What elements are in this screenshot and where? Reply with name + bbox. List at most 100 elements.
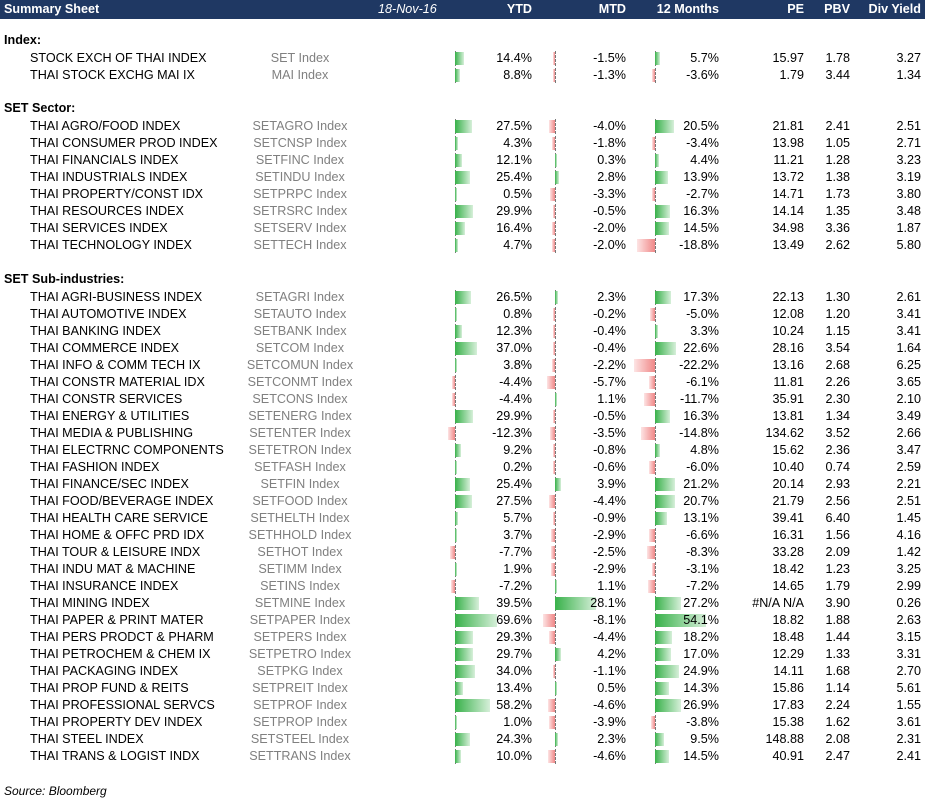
twelve-month-value: 4.4% <box>690 153 719 167</box>
table-row: THAI PROPERTY/CONST IDX SETPRPC Index 0.5%… <box>0 186 925 203</box>
m12-data-bar <box>655 222 669 235</box>
ytd-value: 29.3% <box>496 630 532 644</box>
mtd-value: 1.1% <box>597 392 626 406</box>
pe-value: 14.65 <box>772 579 804 593</box>
index-name: THAI CONSUMER PROD INDEX <box>30 136 218 150</box>
mtd-value: 3.9% <box>597 477 626 491</box>
div-yield-value: 3.49 <box>896 409 921 423</box>
pbv-value: 3.44 <box>825 68 850 82</box>
mtd-data-bar <box>553 308 555 321</box>
ytd-value: 4.3% <box>503 136 532 150</box>
index-name: THAI PAPER & PRINT MATER <box>30 613 204 627</box>
m12-data-bar <box>655 52 661 65</box>
pbv-value: 2.93 <box>825 477 850 491</box>
twelve-month-value: -6.6% <box>686 528 719 542</box>
index-name: THAI FOOD/BEVERAGE INDEX <box>30 494 214 508</box>
pe-value: 12.29 <box>772 647 804 661</box>
ticker-code: SETENTER Index <box>249 426 351 440</box>
col-header-12-months: 12 Months <box>656 2 719 16</box>
index-name: THAI PERS PRODCT & PHARM <box>30 630 214 644</box>
m12-data-bar <box>655 171 669 184</box>
div-yield-value: 2.59 <box>896 460 921 474</box>
ytd-value: 29.7% <box>496 647 532 661</box>
ticker-code: SETPROF Index <box>253 698 347 712</box>
mtd-data-bar <box>553 461 555 474</box>
pe-value: 22.13 <box>772 290 804 304</box>
ticker-code: MAI Index <box>271 68 329 82</box>
m12-axis-line <box>655 460 656 475</box>
ytd-data-bar <box>455 563 457 576</box>
mtd-value: -4.6% <box>593 698 626 712</box>
ytd-value: -4.4% <box>499 392 532 406</box>
ytd-value: 29.9% <box>496 204 532 218</box>
mtd-axis-line <box>555 119 556 134</box>
pe-value: 13.49 <box>772 238 804 252</box>
div-yield-value: 2.41 <box>896 749 921 763</box>
m12-data-bar <box>648 529 655 542</box>
div-yield-value: 3.19 <box>896 170 921 184</box>
table-row: THAI STOCK EXCHG MAI IX MAI Index 8.8% -1.3… <box>0 67 925 84</box>
ytd-data-bar <box>455 665 476 678</box>
mtd-axis-line <box>555 630 556 645</box>
index-name: THAI CONSTR MATERIAL IDX <box>30 375 205 389</box>
m12-data-bar <box>655 205 671 218</box>
ticker-code: SETFASH Index <box>254 460 346 474</box>
mtd-axis-line <box>555 749 556 764</box>
pbv-value: 1.14 <box>825 681 850 695</box>
ytd-data-bar <box>455 529 458 542</box>
m12-data-bar <box>652 563 655 576</box>
index-name: STOCK EXCH OF THAI INDEX <box>30 51 207 65</box>
div-yield-value: 2.71 <box>896 136 921 150</box>
ticker-code: SETFINC Index <box>255 153 345 167</box>
ytd-data-bar <box>450 546 455 559</box>
pbv-value: 2.62 <box>825 238 850 252</box>
ytd-value: -7.2% <box>499 579 532 593</box>
twelve-month-value: 3.3% <box>690 324 719 338</box>
ytd-value: 25.4% <box>496 170 532 184</box>
ytd-data-bar <box>455 597 479 610</box>
pe-value: 35.91 <box>772 392 804 406</box>
div-yield-value: 2.70 <box>896 664 921 678</box>
mtd-value: -1.3% <box>593 68 626 82</box>
index-name: THAI INDUSTRIALS INDEX <box>30 170 188 184</box>
pbv-value: 3.52 <box>825 426 850 440</box>
div-yield-value: 3.15 <box>896 630 921 644</box>
twelve-month-value: -3.8% <box>686 715 719 729</box>
mtd-data-bar <box>555 291 559 304</box>
pe-value: 1.79 <box>779 68 804 82</box>
table-row: THAI CONSTR SERVICES SETCONS Index -4.4% 1.… <box>0 391 925 408</box>
pe-value: 13.81 <box>772 409 804 423</box>
mtd-axis-line <box>555 443 556 458</box>
ytd-value: 34.0% <box>496 664 532 678</box>
ytd-value: 9.2% <box>503 443 532 457</box>
pe-value: 28.16 <box>772 341 804 355</box>
m12-axis-line <box>655 562 656 577</box>
m12-data-bar <box>651 69 655 82</box>
ytd-data-bar <box>455 648 473 661</box>
mtd-data-bar <box>555 171 560 184</box>
mtd-axis-line <box>555 409 556 424</box>
twelve-month-value: -22.2% <box>679 358 719 372</box>
mtd-data-bar <box>552 239 555 252</box>
pbv-value: 1.33 <box>825 647 850 661</box>
table-row: THAI BANKING INDEX SETBANK Index 12.3% -0.4… <box>0 323 925 340</box>
mtd-data-bar <box>555 648 562 661</box>
mtd-data-bar <box>548 699 555 712</box>
div-yield-value: 4.16 <box>896 528 921 542</box>
m12-data-bar <box>655 682 669 695</box>
m12-axis-line <box>655 307 656 322</box>
twelve-month-value: 20.7% <box>683 494 719 508</box>
div-yield-value: 2.99 <box>896 579 921 593</box>
pe-value: 11.21 <box>773 153 804 167</box>
mtd-value: -1.8% <box>593 136 626 150</box>
mtd-data-bar <box>555 597 596 610</box>
pbv-value: 1.34 <box>825 409 850 423</box>
div-yield-value: 6.25 <box>896 358 921 372</box>
twelve-month-value: 13.1% <box>683 511 719 525</box>
twelve-month-value: 27.2% <box>683 596 719 610</box>
mtd-axis-line <box>555 664 556 679</box>
twelve-month-value: 16.3% <box>683 409 719 423</box>
div-yield-value: 1.42 <box>896 545 921 559</box>
mtd-data-bar <box>552 52 555 65</box>
ticker-code: SETCOM Index <box>255 341 345 355</box>
